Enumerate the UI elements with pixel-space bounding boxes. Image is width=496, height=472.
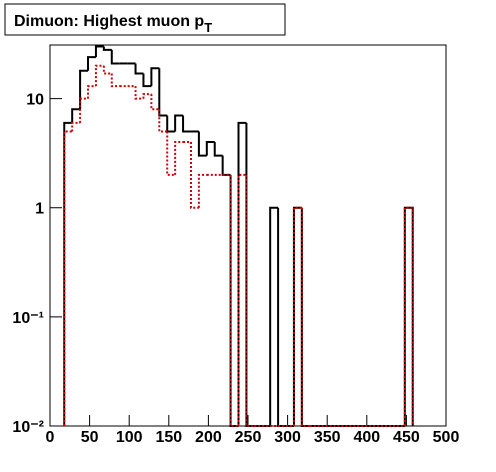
histogram-bin (71, 121, 81, 132)
title-main: Dimuon: Highest muon p (14, 13, 204, 30)
y-tick-label: 10 (26, 92, 44, 109)
histogram-bin (102, 46, 112, 51)
x-tick-label: 100 (116, 429, 143, 446)
x-tick-label: 500 (433, 429, 460, 446)
histogram-bin (205, 141, 215, 156)
histogram-bin (94, 64, 104, 87)
histogram-bin (197, 131, 207, 157)
histogram-bin (150, 94, 160, 111)
y-tick-label: 10⁻¹ (12, 310, 44, 327)
x-tick-label: 0 (46, 429, 55, 446)
histogram-bin (142, 93, 152, 99)
histogram-bin (94, 45, 104, 58)
histogram-bin (134, 63, 144, 75)
histogram-bin (102, 65, 112, 75)
histogram-bin (134, 86, 144, 100)
histogram-bin (292, 206, 302, 426)
x-tick-label: 450 (393, 429, 420, 446)
histogram-bin (269, 206, 279, 426)
histogram-bin (158, 68, 168, 117)
histogram-bin (79, 97, 89, 123)
histogram-bin (300, 207, 310, 427)
histogram-bin (174, 141, 184, 175)
histogram-bin (189, 142, 199, 209)
chart-title: Dimuon: Highest muon pT (14, 13, 212, 35)
histogram-bin (197, 173, 207, 208)
histogram-bin (87, 56, 96, 71)
histogram-bin (79, 69, 89, 110)
x-tick-label: 50 (81, 429, 99, 446)
y-tick-label: 10⁻² (12, 419, 44, 436)
title-subscript: T (204, 20, 212, 35)
histogram-bin (213, 142, 223, 157)
histogram-bin (110, 49, 120, 65)
title-box (4, 3, 286, 36)
histogram-bin (245, 174, 255, 427)
histogram-bin (166, 131, 176, 176)
x-tick-label: 400 (353, 429, 380, 446)
histogram-bin (403, 206, 414, 426)
x-tick-label: 350 (314, 429, 341, 446)
histogram-bin (150, 67, 160, 87)
histogram-bin (174, 114, 184, 132)
histogram-bin (237, 173, 247, 426)
x-tick-label: 250 (235, 429, 262, 446)
histogram-bin (71, 108, 81, 123)
histogram-bin (142, 73, 152, 88)
histogram-bin (182, 115, 191, 133)
x-tick-label: 300 (274, 429, 301, 446)
histogram-bin (87, 85, 96, 99)
x-tick-label: 150 (155, 429, 182, 446)
x-tick-label: 200 (195, 429, 222, 446)
histogram-bin (110, 73, 120, 88)
y-tick-label: 1 (35, 201, 44, 218)
histogram-bin (229, 174, 239, 427)
